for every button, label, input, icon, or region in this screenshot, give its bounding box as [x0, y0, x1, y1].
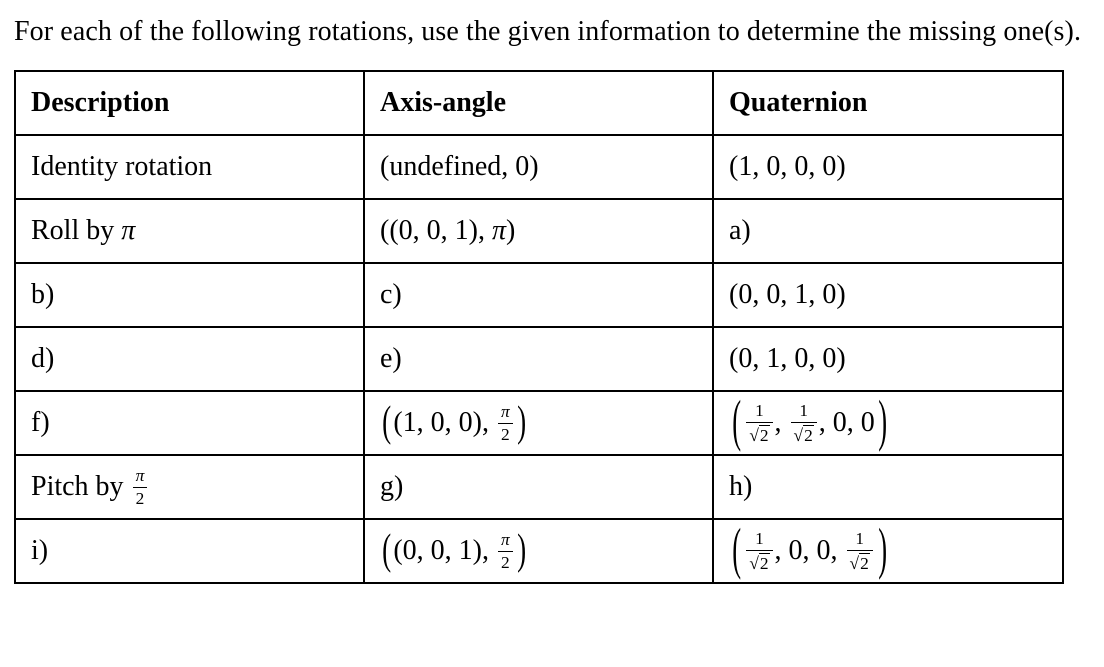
math-content: ((0, 0, 1), π 2)	[382, 526, 526, 575]
cell-axis-angle: (undefined, 0)	[363, 134, 714, 201]
document-page: { "colors": { "text": "#000000", "backgr…	[0, 13, 1104, 667]
table-row: Roll by π ((0, 0, 1), π) a)	[14, 198, 1064, 265]
rotations-table: Description Axis-angle Quaternion Identi…	[14, 70, 1064, 585]
cell-description: i)	[14, 518, 365, 585]
column-header-axis-angle: Axis-angle	[363, 70, 714, 137]
math-content: a)	[729, 215, 751, 247]
math-content: (undefined, 0)	[380, 151, 539, 183]
math-content: (1 √2, 0, 0, 1 √2)	[732, 519, 887, 582]
math-content: ((0, 0, 1), π)	[380, 215, 516, 247]
math-content: c)	[380, 279, 402, 311]
table-header-row: Description Axis-angle Quaternion	[14, 70, 1064, 137]
cell-axis-angle: ((1, 0, 0), π 2)	[363, 390, 714, 457]
cell-axis-angle: ((0, 0, 1), π)	[363, 198, 714, 265]
cell-quaternion: (1, 0, 0, 0)	[712, 134, 1064, 201]
cell-quaternion: (1 √2, 0, 0, 1 √2)	[712, 518, 1064, 585]
table-row: f) ((1, 0, 0), π 2) (1 √2, 1 √2, 0, 0)	[14, 390, 1064, 457]
table-row: d) e) (0, 1, 0, 0)	[14, 326, 1064, 393]
math-content: b)	[31, 279, 55, 311]
cell-axis-angle: e)	[363, 326, 714, 393]
math-content: g)	[380, 471, 404, 503]
math-content: (0, 1, 0, 0)	[729, 343, 846, 375]
cell-quaternion: (1 √2, 1 √2, 0, 0)	[712, 390, 1064, 457]
column-header-quaternion: Quaternion	[712, 70, 1064, 137]
math-content: (0, 0, 1, 0)	[729, 279, 846, 311]
math-content: Roll by π	[31, 215, 136, 247]
cell-description: Roll by π	[14, 198, 365, 265]
intro-text: For each of the following rotations, use…	[14, 16, 1082, 47]
cell-description: d)	[14, 326, 365, 393]
math-content: ((1, 0, 0), π 2)	[382, 398, 526, 447]
math-content: e)	[380, 343, 402, 375]
cell-description: Identity rotation	[14, 134, 365, 201]
table-row: Identity rotation (undefined, 0) (1, 0, …	[14, 134, 1064, 201]
cell-quaternion: (0, 0, 1, 0)	[712, 262, 1064, 329]
math-content: f)	[31, 407, 50, 439]
cell-quaternion: (0, 1, 0, 0)	[712, 326, 1064, 393]
math-content: h)	[729, 471, 753, 503]
column-header-description: Description	[14, 70, 365, 137]
cell-quaternion: a)	[712, 198, 1064, 265]
cell-description: f)	[14, 390, 365, 457]
table-row: b) c) (0, 0, 1, 0)	[14, 262, 1064, 329]
cell-axis-angle: c)	[363, 262, 714, 329]
math-content: i)	[31, 535, 49, 567]
table-row: Description Axis-angle Quaternion	[14, 70, 1064, 137]
cell-axis-angle: ((0, 0, 1), π 2)	[363, 518, 714, 585]
table-row: i) ((0, 0, 1), π 2) (1 √2, 0, 0, 1 √2)	[14, 518, 1064, 585]
math-content: (1 √2, 1 √2, 0, 0)	[732, 391, 887, 454]
cell-quaternion: h)	[712, 454, 1064, 521]
math-content: d)	[31, 343, 55, 375]
cell-axis-angle: g)	[363, 454, 714, 521]
math-content: (1, 0, 0, 0)	[729, 151, 846, 183]
math-content: Identity rotation	[31, 151, 213, 183]
cell-description: b)	[14, 262, 365, 329]
